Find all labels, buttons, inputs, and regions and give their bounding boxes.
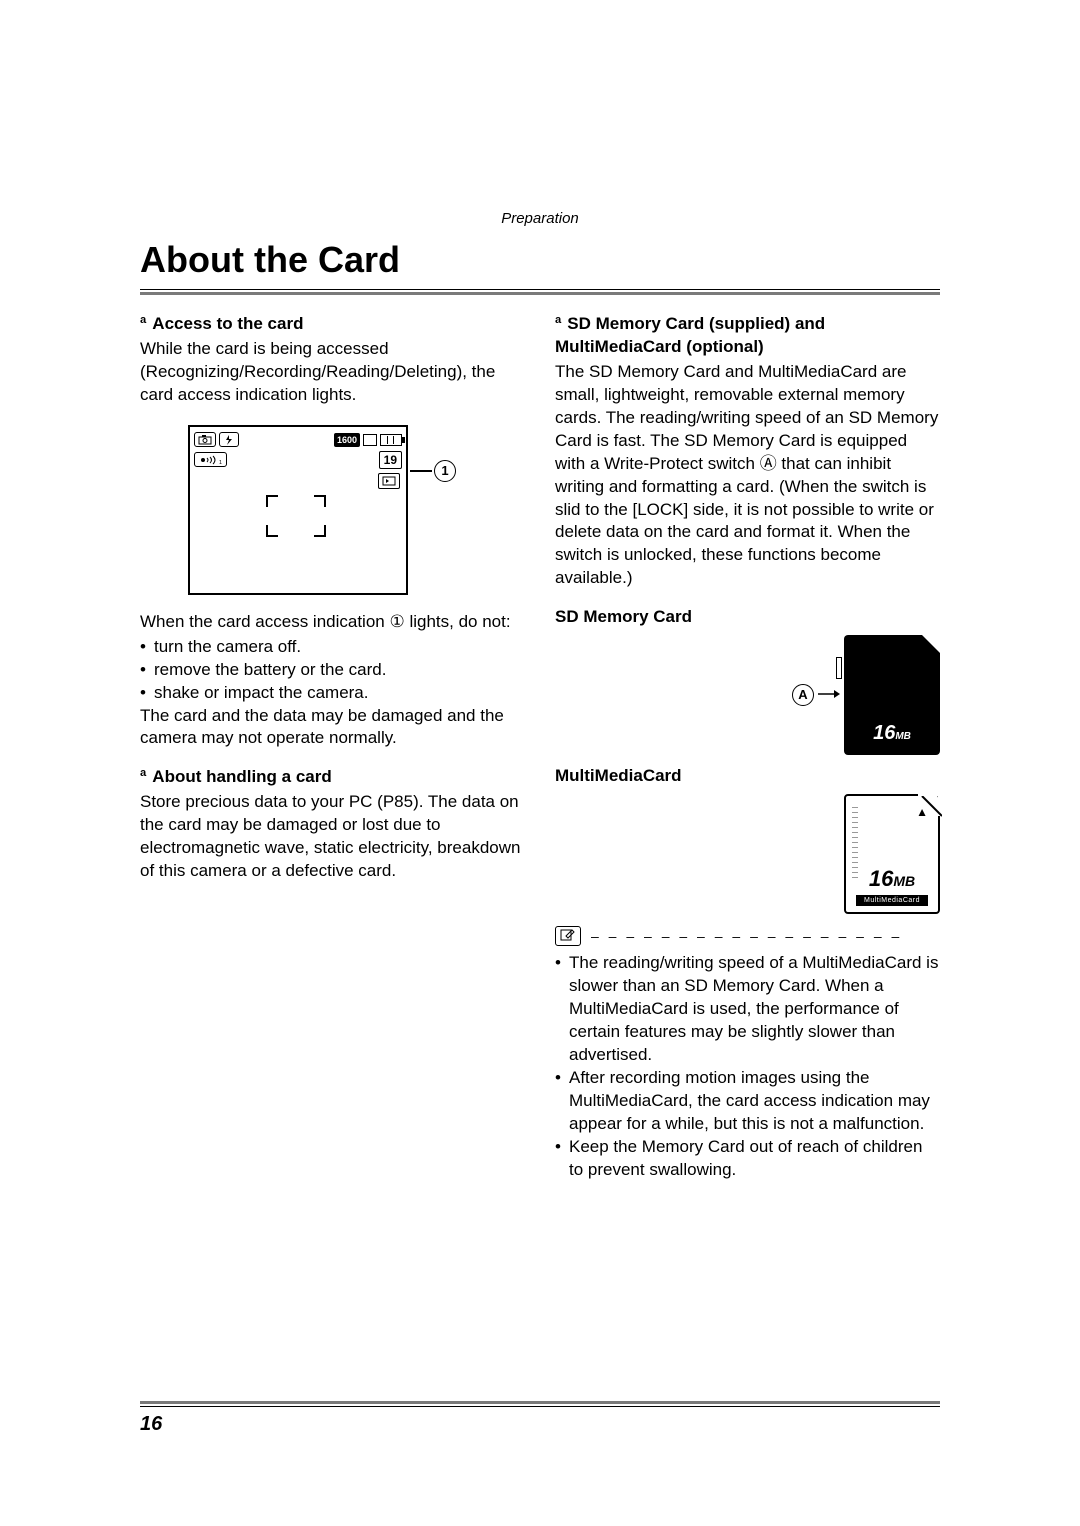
callout-ref: ① <box>389 612 404 631</box>
note-dashes: – – – – – – – – – – – – – – – – – – <box>591 927 940 946</box>
note-divider: – – – – – – – – – – – – – – – – – – <box>555 926 940 946</box>
heading-sdcard: ªSD Memory Card (supplied) and MultiMedi… <box>555 313 940 359</box>
resolution-badge: 1600 <box>334 433 360 447</box>
arrow-icon <box>818 684 840 707</box>
para-sd-desc: The SD Memory Card and MultiMediaCard ar… <box>555 361 940 590</box>
content-columns: ª Access to the card While the card is be… <box>140 313 940 1182</box>
lcd-diagram: 1600 ₁ 19 <box>188 425 525 595</box>
list-item: •The reading/writing speed of a MultiMed… <box>555 952 940 1067</box>
camera-icon <box>194 432 216 447</box>
sd-card-illustration: 16MB <box>844 635 940 755</box>
heading-text: About handling a card <box>152 767 331 786</box>
label-sd: SD Memory Card <box>555 606 940 629</box>
lcd-row-2: ₁ 19 <box>194 451 402 469</box>
list-item: •shake or impact the camera. <box>140 682 525 705</box>
note-icon <box>555 926 581 946</box>
shot-count: 19 <box>379 451 402 469</box>
mmc-capacity: 16MB <box>846 864 938 894</box>
lcd-screen: 1600 ₁ 19 <box>188 425 408 595</box>
page-title: About the Card <box>140 239 940 281</box>
focus-brackets <box>266 495 326 537</box>
callout-circle: 1 <box>434 460 456 482</box>
list-item: •turn the camera off. <box>140 636 525 659</box>
title-rule <box>140 289 940 295</box>
lcd-left-icons <box>194 432 239 447</box>
heading-mark: ª <box>140 767 146 786</box>
mmc-label: MultiMediaCard <box>856 895 928 906</box>
heading-mark: ª <box>555 314 561 333</box>
list-item: •After recording motion images using the… <box>555 1067 940 1136</box>
label-mmc: MultiMediaCard <box>555 765 940 788</box>
sd-capacity: 16MB <box>844 720 940 747</box>
footer-rule <box>140 1401 940 1407</box>
sd-card-diagram: A 16MB <box>555 635 940 755</box>
card-access-icon <box>378 473 400 489</box>
sd-callout: A 16MB <box>792 635 940 755</box>
list-item: •Keep the Memory Card out of reach of ch… <box>555 1136 940 1182</box>
quality-icon <box>363 434 377 446</box>
do-not-list: •turn the camera off. •remove the batter… <box>140 636 525 705</box>
page-number: 16 <box>140 1413 940 1436</box>
section-header: Preparation <box>140 210 940 227</box>
mmc-card-diagram: ▲ 16MB MultiMediaCard <box>555 794 940 914</box>
heading-access: ª Access to the card <box>140 313 525 336</box>
manual-page: Preparation About the Card ª Access to th… <box>0 0 1080 1526</box>
flash-icon <box>219 432 239 447</box>
list-item: •remove the battery or the card. <box>140 659 525 682</box>
callout-ref-a: Ⓐ <box>760 454 777 473</box>
para-damage: The card and the data may be damaged and… <box>140 705 525 751</box>
callout-letter-a: A <box>792 684 814 706</box>
battery-icon <box>380 434 402 446</box>
mic-icon: ₁ <box>194 452 227 467</box>
callout-1: 1 <box>408 460 456 482</box>
heading-handling: ª About handling a card <box>140 766 525 789</box>
heading-text: Access to the card <box>152 314 303 333</box>
lcd-right-icons: 1600 <box>334 433 402 447</box>
page-footer: 16 <box>140 1401 940 1436</box>
heading-text: SD Memory Card (supplied) and MultiMedia… <box>555 314 825 356</box>
mmc-card-illustration: ▲ 16MB MultiMediaCard <box>844 794 940 914</box>
mmc-arrow-icon: ▲ <box>916 804 928 820</box>
write-protect-switch <box>836 657 842 679</box>
notes-list: •The reading/writing speed of a MultiMed… <box>555 952 940 1181</box>
para-when-lights: When the card access indication ① lights… <box>140 611 525 634</box>
heading-mark: ª <box>140 314 146 333</box>
para-access: While the card is being accessed (Recogn… <box>140 338 525 407</box>
lcd-top-row: 1600 <box>194 431 402 449</box>
para-handling: Store precious data to your PC (P85). Th… <box>140 791 525 883</box>
left-column: ª Access to the card While the card is be… <box>140 313 525 1182</box>
right-column: ªSD Memory Card (supplied) and MultiMedi… <box>555 313 940 1182</box>
